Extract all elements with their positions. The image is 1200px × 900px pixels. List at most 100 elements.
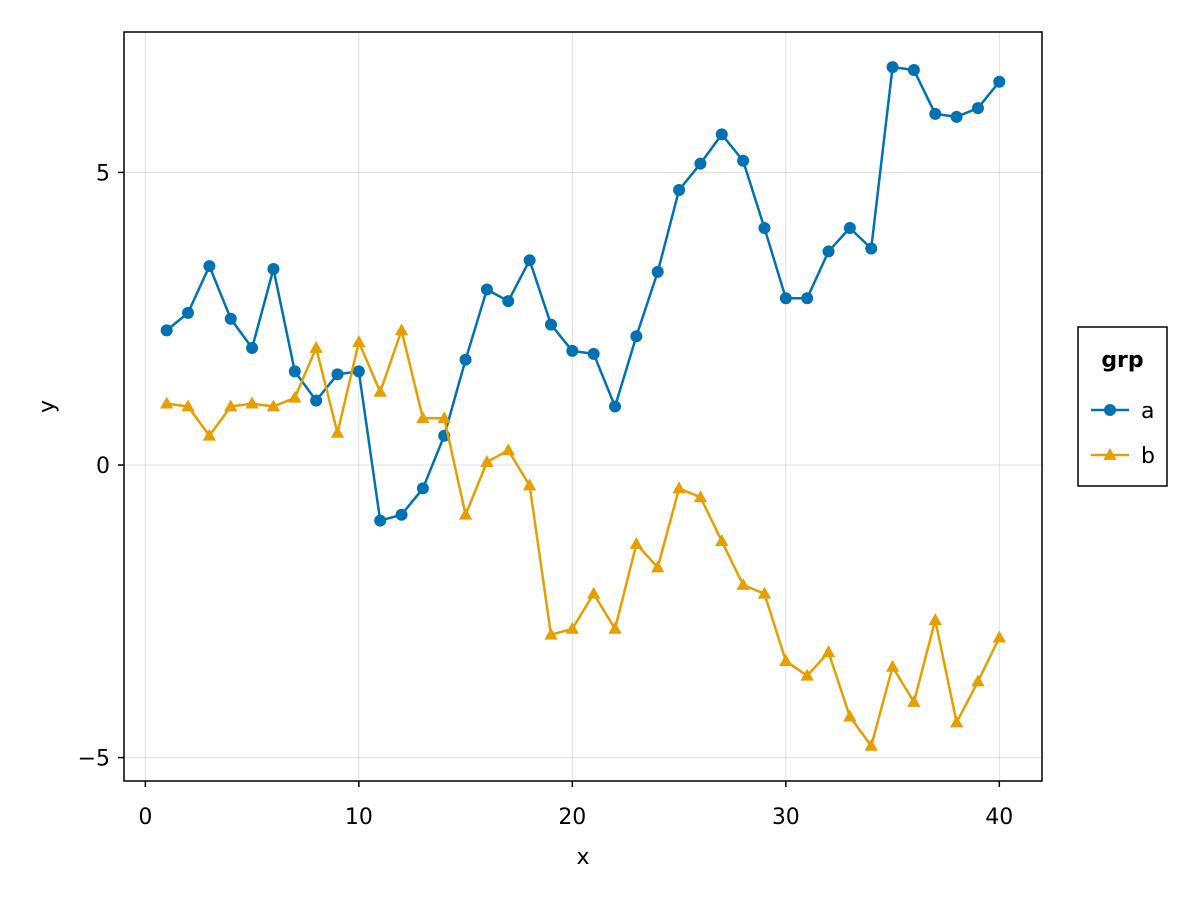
series-a-point xyxy=(630,330,643,343)
series-a-point xyxy=(224,312,237,325)
series-b-point xyxy=(693,490,708,503)
x-axis: 0 10 20 30 40 xyxy=(138,781,1013,830)
legend-label: b xyxy=(1141,444,1155,469)
series-a-point xyxy=(971,102,984,115)
series-a-point xyxy=(886,61,899,74)
series-a-point xyxy=(331,368,344,381)
series-a-point xyxy=(523,254,536,267)
series-a-point xyxy=(950,110,963,123)
legend-items: ab xyxy=(1091,399,1155,469)
series-a-point xyxy=(480,283,493,296)
series-b-point xyxy=(202,428,217,441)
grid xyxy=(124,32,1042,781)
series-b-point xyxy=(544,627,558,640)
series-b-point xyxy=(266,399,281,412)
series-a-point xyxy=(609,400,622,413)
series-b-line xyxy=(166,329,1001,748)
series-b-point xyxy=(928,613,942,625)
series-b-point xyxy=(800,668,814,681)
y-axis: −5 0 5 xyxy=(78,161,124,772)
legend-box xyxy=(1077,326,1168,487)
series-a-point xyxy=(246,341,259,354)
series-b-point xyxy=(672,481,686,494)
series-a-point xyxy=(651,265,664,278)
series-b-point xyxy=(224,399,238,412)
series-b-point xyxy=(757,586,772,599)
series-a-point xyxy=(822,245,835,258)
y-tick-label: 5 xyxy=(96,161,110,186)
series-a-point xyxy=(758,222,771,235)
series-layer xyxy=(160,61,1006,751)
series-a-point xyxy=(416,482,429,495)
series-b-point xyxy=(971,674,985,687)
series-b-point xyxy=(864,738,878,751)
series-a-point xyxy=(395,508,408,521)
series-a-point xyxy=(459,353,472,366)
y-tick-label: −5 xyxy=(78,747,110,772)
series-a-point xyxy=(673,183,686,196)
series-a-point xyxy=(587,347,600,360)
series-b-point xyxy=(587,586,601,599)
series-b-point xyxy=(352,335,366,348)
series-b-point xyxy=(480,455,494,467)
legend-swatch-marker xyxy=(1103,448,1117,460)
legend-title: grp xyxy=(1101,348,1143,373)
legend-item-b: b xyxy=(1091,444,1155,469)
series-b-point xyxy=(160,396,174,409)
series-b-point xyxy=(288,390,302,403)
series-b-point xyxy=(373,384,387,397)
series-a-point xyxy=(267,262,280,275)
series-a-point xyxy=(203,260,216,273)
series-a-line xyxy=(165,65,1001,522)
x-tick-label: 40 xyxy=(985,805,1013,830)
series-a-point xyxy=(779,292,792,305)
series-a-point xyxy=(374,514,387,527)
series-a-point xyxy=(715,128,728,141)
series-a-point xyxy=(160,324,173,337)
x-axis-label: x xyxy=(576,845,589,870)
series-b-point xyxy=(736,577,750,590)
series-b-point xyxy=(885,659,900,672)
series-b-point xyxy=(907,695,921,707)
series-a-point xyxy=(352,365,365,378)
series-a-point xyxy=(843,222,856,235)
series-a-point xyxy=(502,295,515,308)
series-b-point xyxy=(245,396,259,409)
series-a xyxy=(160,61,1006,527)
series-b-point xyxy=(330,425,345,438)
series-b-point xyxy=(565,621,579,634)
series-b-point xyxy=(651,560,665,573)
series-b-point xyxy=(458,507,473,520)
y-axis-label: y xyxy=(35,400,60,413)
series-a-point xyxy=(907,64,920,77)
series-b-point xyxy=(629,537,644,549)
series-b xyxy=(160,323,1006,751)
series-b-point xyxy=(608,621,622,634)
series-b-point xyxy=(522,478,537,491)
x-tick-label: 20 xyxy=(558,805,586,830)
series-b-point xyxy=(501,443,515,456)
x-tick-label: 30 xyxy=(772,805,800,830)
series-b-point xyxy=(779,654,793,666)
series-b-point xyxy=(715,534,729,546)
series-a-point xyxy=(566,344,579,357)
series-b-point xyxy=(949,715,964,728)
series-a-point xyxy=(544,318,557,331)
y-tick-label: 0 xyxy=(96,454,110,479)
series-b-point xyxy=(416,411,430,424)
series-a-point xyxy=(288,365,301,378)
series-b-point xyxy=(843,709,857,722)
series-b-point xyxy=(309,340,323,353)
x-tick-label: 10 xyxy=(345,805,373,830)
series-a-point xyxy=(182,306,195,319)
series-b-point xyxy=(181,399,195,412)
legend-swatch-marker xyxy=(1104,404,1116,416)
series-a-point xyxy=(865,242,878,255)
legend-item-a: a xyxy=(1091,399,1154,424)
series-a-point xyxy=(310,394,323,407)
series-b-point xyxy=(992,630,1006,643)
series-b-point xyxy=(437,411,451,424)
series-b-point xyxy=(821,645,836,658)
